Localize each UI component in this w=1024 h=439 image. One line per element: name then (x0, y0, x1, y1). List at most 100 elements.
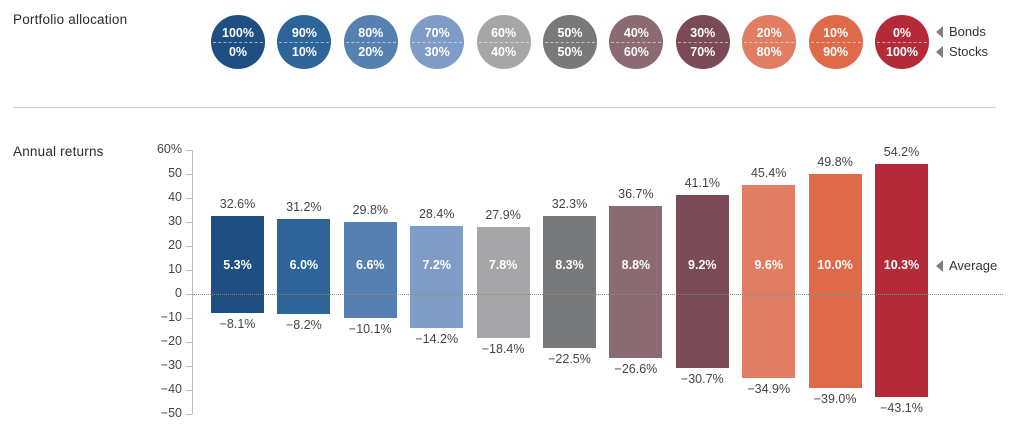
y-tick-label: 30 (168, 214, 182, 228)
stocks-percent: 70% (690, 45, 716, 59)
bonds-percent: 0% (892, 26, 912, 40)
return-range-bar (211, 215, 264, 314)
worst-return-label: −30.7% (680, 371, 724, 386)
allocation-circle: 100% 0% (211, 15, 265, 69)
average-return-label: 7.2% (422, 258, 451, 272)
legend-bonds-label: Bonds (949, 24, 986, 39)
best-return-label: 45.4% (750, 166, 787, 181)
y-tick (186, 294, 192, 295)
best-return-label: 54.2% (883, 144, 920, 159)
y-tick-label: 0 (175, 286, 182, 300)
divider-dashed (279, 42, 330, 43)
bonds-percent: 20% (756, 26, 782, 40)
bonds-percent: 30% (690, 26, 716, 40)
y-tick-label: 60% (156, 142, 182, 156)
y-tick-label: 10 (168, 262, 182, 276)
divider-dashed (877, 42, 927, 43)
average-return-label: 6.0% (289, 258, 319, 272)
stocks-percent: 40% (491, 45, 517, 59)
y-tick (186, 318, 192, 319)
worst-return-label: −8.1% (219, 317, 256, 332)
y-tick (186, 174, 192, 175)
triangle-left-icon (936, 45, 943, 58)
best-return-label: 31.2% (286, 200, 322, 215)
zero-baseline (193, 294, 1003, 295)
return-range-bar (543, 216, 596, 348)
y-tick-label: −10 (160, 310, 182, 324)
y-tick-label: 50 (168, 166, 182, 180)
average-return-label: 10.0% (817, 258, 853, 272)
y-axis (192, 150, 193, 414)
average-return-label: 10.3% (883, 258, 920, 272)
bonds-percent: 40% (623, 26, 649, 40)
stocks-percent: 90% (823, 45, 849, 59)
y-tick-label: 40 (168, 190, 182, 204)
average-return-label: 6.6% (356, 258, 385, 272)
section-divider (13, 107, 996, 108)
stocks-percent: 60% (623, 45, 649, 59)
stocks-percent: 10% (291, 45, 317, 59)
y-tick (186, 150, 192, 151)
best-return-label: 49.8% (817, 155, 853, 170)
y-tick-label: −50 (160, 406, 182, 420)
worst-return-label: −14.2% (415, 332, 459, 347)
best-return-label: 36.7% (618, 186, 654, 201)
average-return-label: 7.8% (488, 258, 518, 272)
allocation-circle: 20% 80% (742, 15, 797, 69)
allocation-circle: 60% 40% (476, 15, 531, 69)
worst-return-label: −43.1% (880, 401, 923, 416)
best-return-label: 32.3% (551, 197, 588, 212)
divider-dashed (677, 42, 728, 43)
y-tick-label: −20 (160, 334, 182, 348)
divider-dashed (744, 42, 795, 43)
best-return-label: 28.4% (418, 206, 455, 221)
best-return-label: 32.6% (219, 196, 256, 211)
allocation-circle: 10% 90% (808, 15, 863, 69)
legend-average: Average (936, 258, 997, 273)
return-range-bar (476, 227, 530, 339)
portfolio-allocation-label: Portfolio allocation (13, 12, 128, 27)
divider-dashed (345, 42, 396, 43)
worst-return-label: −39.0% (813, 391, 857, 406)
average-return-label: 9.6% (754, 258, 783, 272)
worst-return-label: −18.4% (481, 342, 525, 357)
bonds-percent: 60% (491, 26, 517, 40)
y-tick (186, 270, 192, 271)
divider-dashed (478, 42, 529, 43)
average-return-label: 8.3% (555, 258, 584, 272)
average-return-label: 5.3% (223, 258, 252, 272)
y-tick (186, 414, 192, 415)
bonds-percent: 70% (424, 26, 450, 40)
stocks-percent: 80% (756, 45, 782, 59)
bonds-percent: 50% (557, 26, 583, 40)
legend-stocks: Stocks (936, 44, 988, 59)
return-range-bar (808, 174, 862, 388)
divider-dashed (412, 42, 463, 43)
annual-returns-label: Annual returns (13, 144, 104, 159)
stocks-percent: 30% (424, 45, 450, 59)
bonds-percent: 90% (291, 26, 317, 40)
y-tick (186, 246, 192, 247)
return-range-bar (343, 222, 397, 319)
best-return-label: 29.8% (352, 203, 389, 218)
stocks-percent: 0% (228, 45, 248, 59)
allocation-circle: 30% 70% (675, 15, 730, 69)
best-return-label: 27.9% (485, 208, 521, 223)
best-return-label: 41.1% (684, 176, 721, 191)
worst-return-label: −26.6% (614, 361, 658, 376)
allocation-circle: 50% 50% (543, 15, 597, 69)
average-return-label: 9.2% (688, 258, 717, 272)
legend-average-label: Average (949, 258, 998, 273)
allocation-circle: 0% 100% (875, 15, 929, 69)
y-tick (186, 222, 192, 223)
return-range-bar (875, 163, 928, 398)
divider-dashed (611, 42, 662, 43)
stocks-percent: 20% (358, 45, 384, 59)
bonds-percent: 100% (222, 26, 254, 40)
y-tick-label: −30 (160, 358, 182, 372)
triangle-left-icon (936, 25, 943, 38)
return-range-bar (609, 205, 663, 358)
y-tick-label: 20 (168, 238, 182, 252)
divider-dashed (213, 42, 263, 43)
divider-dashed (545, 42, 595, 43)
